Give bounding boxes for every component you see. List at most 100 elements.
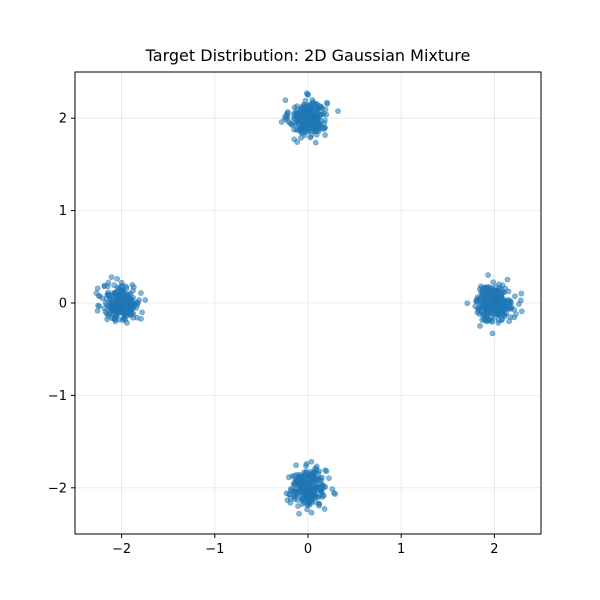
scatter-point	[490, 279, 497, 286]
scatter-point	[105, 303, 112, 310]
scatter-point	[293, 462, 299, 469]
scatter-point	[331, 490, 337, 496]
scatter-point	[309, 100, 316, 107]
scatter-point	[301, 494, 308, 500]
scatter-point	[319, 491, 326, 498]
scatter-point	[485, 272, 492, 278]
scatter-point	[512, 293, 518, 300]
scatter-point	[118, 309, 125, 316]
scatter-point	[504, 276, 511, 283]
scatter-point	[303, 463, 309, 469]
y-tick-label: 2	[59, 112, 67, 127]
x-tick-label: −1	[205, 542, 224, 557]
scatter-point	[294, 112, 301, 119]
scatter-point	[291, 136, 298, 143]
scatter-point	[107, 310, 113, 317]
scatter-point	[320, 110, 327, 117]
scatter-point	[289, 473, 296, 480]
scatter-point	[101, 283, 108, 290]
scatter-point	[498, 300, 505, 306]
scatter-point	[95, 302, 101, 309]
scatter-point	[302, 112, 309, 119]
scatter-point	[481, 295, 488, 301]
scatter-point	[518, 308, 525, 315]
scatter-point	[278, 119, 285, 125]
scatter-point	[517, 297, 524, 304]
scatter-point	[306, 473, 313, 480]
scatter-point	[472, 303, 479, 310]
scatter-point	[312, 465, 318, 472]
scatter-point	[500, 289, 507, 296]
scatter-point	[104, 316, 111, 323]
scatter-point	[106, 293, 113, 300]
y-tick-label: −2	[48, 481, 67, 496]
scatter-point	[284, 115, 290, 121]
scatter-point	[94, 285, 101, 292]
scatter-point	[299, 475, 306, 482]
scatter-point	[504, 297, 510, 304]
scatter-point	[111, 282, 118, 289]
scatter-point	[291, 104, 298, 111]
scatter-point	[482, 284, 489, 291]
scatter-point	[464, 300, 471, 307]
scatter-point	[313, 114, 320, 121]
scatter-point	[321, 506, 328, 512]
y-tick-label: 1	[59, 204, 67, 219]
data-points	[93, 90, 525, 517]
scatter-point	[299, 129, 306, 136]
scatter-point	[96, 293, 103, 300]
scatter-point	[139, 309, 145, 316]
scatter-point	[491, 288, 497, 294]
scatter-point	[507, 314, 514, 320]
x-tick-label: 2	[490, 542, 498, 557]
scatter-point	[309, 105, 316, 112]
scatter-point	[318, 104, 325, 110]
scatter-point	[312, 139, 319, 146]
scatter-point	[116, 299, 123, 306]
scatter-point	[326, 475, 332, 482]
scatter-point	[518, 290, 525, 297]
scatter-point	[495, 317, 502, 324]
scatter-point	[318, 125, 325, 132]
scatter-point	[319, 474, 325, 481]
scatter-point	[296, 510, 302, 517]
x-tick-label: 0	[304, 542, 312, 557]
scatter-point	[506, 305, 513, 312]
scatter-point	[308, 458, 315, 465]
scatter-point	[287, 120, 293, 127]
scatter-point	[301, 485, 308, 492]
scatter-point	[498, 308, 504, 315]
scatter-point	[138, 290, 144, 296]
scatter-point	[306, 128, 312, 135]
scatter-point	[513, 311, 519, 317]
scatter-point	[295, 503, 301, 509]
scatter-point	[322, 132, 328, 138]
scatter-point	[114, 275, 121, 282]
scatter-point	[292, 121, 298, 128]
scatter-point	[323, 468, 330, 475]
scatter-point	[282, 97, 289, 104]
x-tick-label: 1	[397, 542, 405, 557]
scatter-point	[128, 311, 135, 318]
scatter-point	[486, 309, 493, 315]
scatter-point	[110, 299, 117, 306]
scatter-point	[296, 482, 303, 489]
scatter-point	[113, 308, 119, 315]
x-tick-label: −2	[112, 542, 131, 557]
scatter-point	[498, 294, 505, 301]
scatter-point	[474, 309, 481, 316]
y-tick-label: −1	[48, 389, 67, 404]
scatter-point	[324, 100, 331, 107]
scatter-point	[493, 297, 500, 303]
scatter-point	[304, 103, 310, 110]
axis-ticks: −2 −1 0 1 2 −2 −1 0 1 2	[48, 112, 499, 557]
scatter-point	[120, 315, 127, 322]
scatter-point	[322, 117, 328, 124]
scatter-point	[116, 285, 122, 292]
scatter-point	[306, 502, 313, 508]
scatter-point	[307, 134, 314, 141]
scatter-point	[291, 482, 298, 489]
scatter-point	[130, 284, 137, 290]
scatter-point	[303, 90, 310, 97]
